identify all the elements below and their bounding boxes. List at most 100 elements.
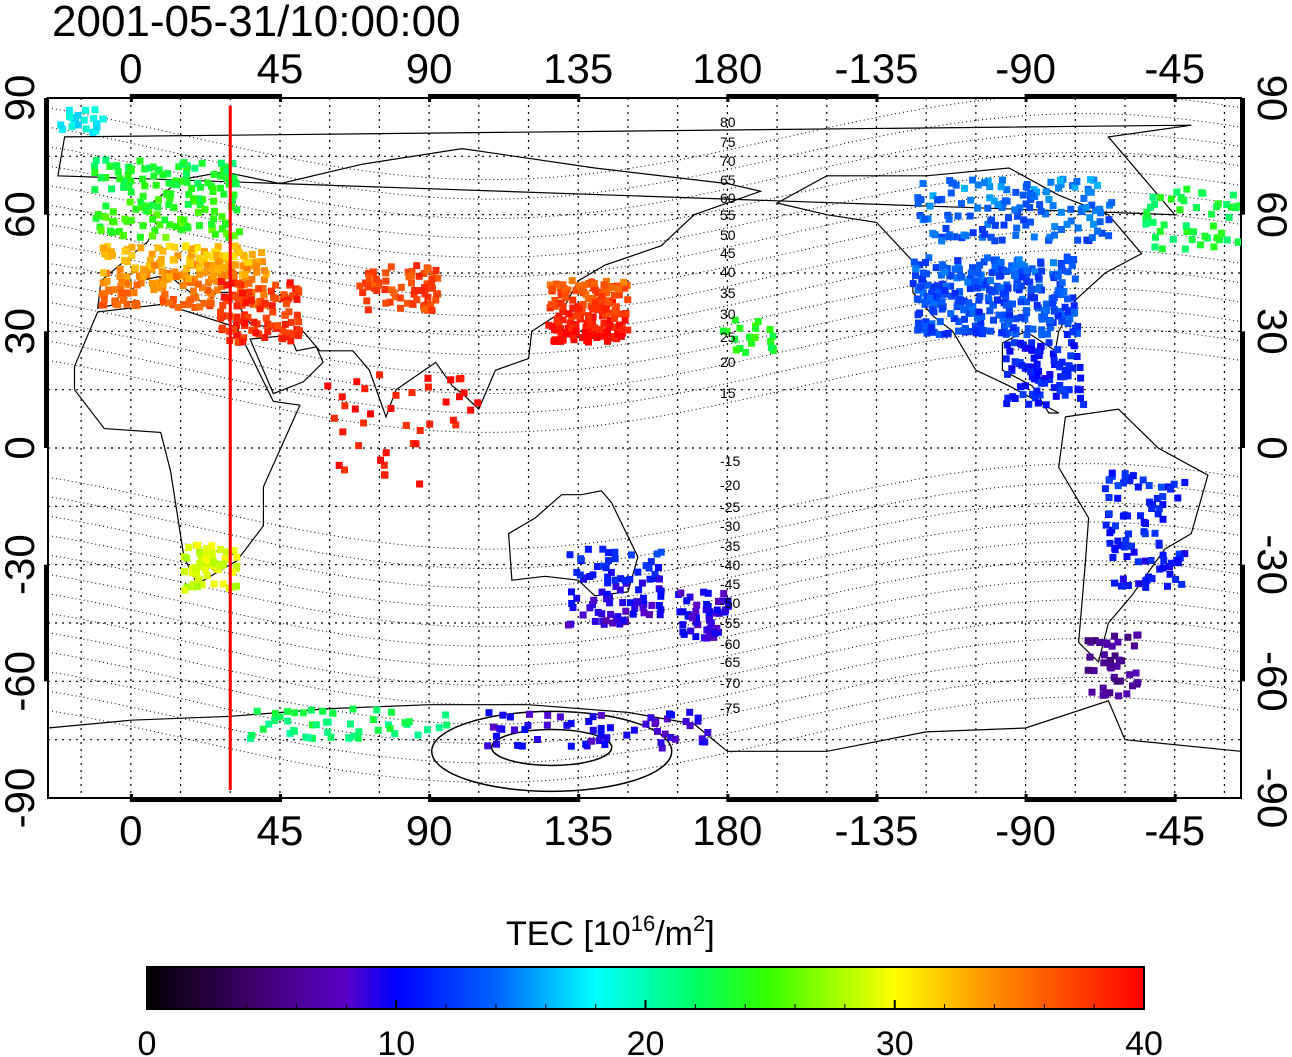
tec-cell [341,402,349,410]
tec-cell [1058,317,1066,325]
tec-cell [658,744,666,752]
contour-label: -60 [720,636,740,652]
tec-cell [284,329,292,337]
tec-cell [255,301,263,309]
tec-cell [1232,204,1240,212]
polar-contour-mid [430,710,673,793]
tec-cell [229,159,237,167]
tec-cell [615,291,623,299]
tec-cell [289,330,297,338]
tec-cell [586,604,594,612]
tec-cell [123,273,131,281]
tec-cell [684,612,692,620]
tec-cell [568,277,576,285]
tec-cell [993,282,1001,290]
tec-cell [185,544,193,552]
tec-cell [261,299,269,307]
tec-cell [245,258,253,266]
tec-cell [926,294,934,302]
tec-cell [421,305,428,313]
tec-cell [191,260,199,268]
contour-label: -30 [720,518,740,534]
tec-cell [1068,261,1076,269]
tec-cell [272,295,280,302]
tec-cell [619,616,627,624]
tec-cell [616,620,624,628]
tec-cell [187,245,195,253]
mlat-contour [48,560,1241,647]
tec-cell [1105,476,1113,484]
tec-cell [656,575,663,583]
tec-cell [388,708,395,716]
tec-cell [581,281,589,289]
tec-cell [91,186,99,194]
tec-cell [1143,208,1151,216]
tec-cell [432,266,440,274]
frame-bar-bottom [727,797,877,802]
tec-cell [746,333,753,341]
tec-cell [127,216,135,224]
frame-bar-top [130,94,280,99]
tec-cell [601,741,609,748]
tec-cell [139,192,147,200]
tec-cell [754,317,762,325]
frame-bar-top [1025,94,1175,99]
tec-cell [100,301,108,309]
lat-label-right: 60 [1249,191,1292,238]
tec-cell [961,315,968,323]
tec-cell [589,726,597,734]
tec-cell [587,320,595,328]
tec-cell [213,251,221,259]
tec-cell [287,318,295,326]
tec-cell [634,568,642,576]
tec-cell [568,600,576,607]
colorbar-tick-label: 40 [1125,1025,1163,1057]
lon-label-top: 45 [257,45,304,92]
tec-cell [1119,575,1127,583]
tec-cell [230,253,238,261]
tec-cell [917,196,925,204]
tec-cell [639,603,647,611]
tec-cell [647,714,655,722]
tec-cell [442,711,450,719]
tec-cell [239,262,247,270]
tec-cell [373,287,381,294]
tec-cell [984,177,992,185]
tec-cell [249,258,257,266]
tec-cell [1149,501,1157,509]
tec-cell [218,213,226,221]
tec-cell [208,220,216,228]
tec-cell [1151,200,1158,208]
tec-cell [90,114,98,122]
tec-cell [1108,469,1116,477]
tec-cell [455,375,463,383]
tec-cell [145,262,153,270]
tec-cell [1223,236,1231,244]
tec-cell [322,718,330,726]
tec-cell [1170,480,1178,488]
tec-cell [1105,510,1113,518]
tec-cell [355,442,363,450]
tec-cell [566,551,574,559]
tec-cell [467,406,475,414]
tec-cell [998,203,1006,211]
tec-cell [617,310,625,318]
tec-cell [294,332,302,340]
tec-cell [123,300,131,308]
tec-cell [169,256,177,264]
tec-cell [1174,494,1182,502]
tec-cell [597,301,605,309]
tec-cell [423,280,431,288]
tec-cell [1006,315,1014,323]
tec-cell [1197,241,1205,249]
tec-cell [526,710,533,718]
tec-cell [149,232,156,240]
tec-cell [992,256,1000,264]
lat-label-right: -90 [1249,768,1292,829]
tec-cell [1210,243,1218,251]
tec-cell [579,611,587,619]
tec-cell [435,724,443,732]
tec-cell [1108,642,1116,650]
tec-cell [1126,671,1134,679]
tec-cell [573,568,581,576]
